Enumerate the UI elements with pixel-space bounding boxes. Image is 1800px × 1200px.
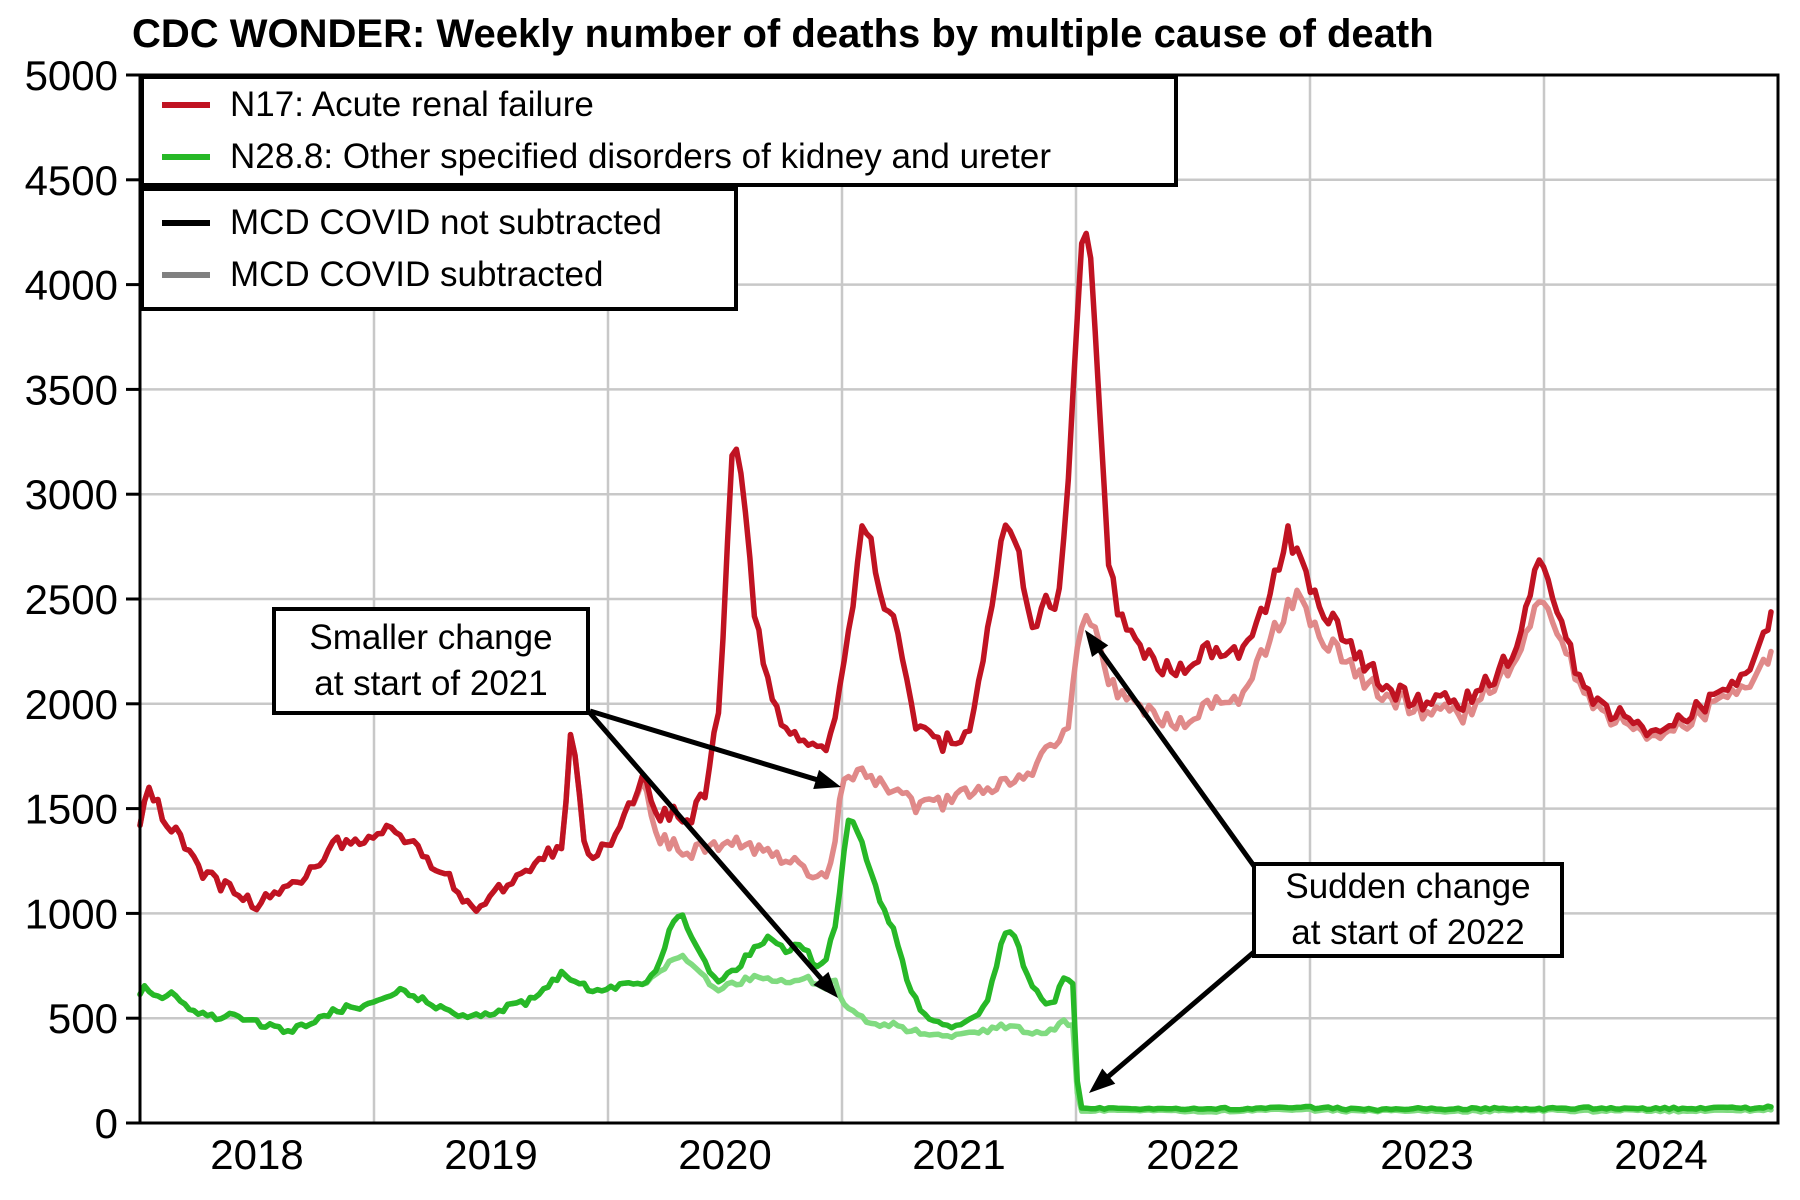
x-tick-label: 2020 [678, 1131, 771, 1178]
x-tick-label: 2018 [210, 1131, 303, 1178]
legend-label: N28.8: Other specified disorders of kidn… [230, 137, 1051, 176]
series-line-n17-covid-not-subtracted [137, 230, 1774, 914]
annotation-arrow-shaft [1094, 644, 1257, 868]
annotation-arrow-shaft [588, 711, 827, 985]
legend-line-sample [162, 102, 210, 108]
legend-covid-adjustment: MCD COVID not subtracted MCD COVID subtra… [140, 187, 738, 311]
y-tick-label: 4500 [25, 157, 118, 204]
y-tick-label: 0 [95, 1100, 118, 1147]
legend-label: MCD COVID subtracted [230, 255, 604, 294]
annotation-text-line: Smaller change [309, 617, 553, 657]
legend-line-sample [162, 154, 210, 160]
legend-entry: N17: Acute renal failure [162, 85, 1164, 125]
y-tick-label: 1000 [25, 890, 118, 937]
annotation-text-line: at start of 2021 [314, 664, 548, 703]
annotation-arrow-head [813, 971, 838, 998]
annotation-text-line: at start of 2022 [1291, 913, 1525, 952]
legend-label: N17: Acute renal failure [230, 85, 594, 124]
series-line-n288-covid-not-subtracted [137, 817, 1774, 1114]
annotation-arrow-head [1085, 630, 1109, 657]
y-tick-label: 4000 [25, 262, 118, 309]
legend-entry: MCD COVID subtracted [162, 255, 724, 295]
x-tick-label: 2021 [912, 1131, 1005, 1178]
chart-title: CDC WONDER: Weekly number of deaths by m… [132, 12, 1434, 56]
annotation-arrow-shaft [1102, 950, 1256, 1082]
annotation-arrow-head [1089, 1068, 1116, 1093]
annotation-text-line: Sudden change [1285, 866, 1531, 906]
series-line-n288-covid-subtracted [137, 952, 1774, 1115]
legend-line-sample [162, 272, 210, 278]
legend-entry: N28.8: Other specified disorders of kidn… [162, 137, 1164, 177]
annotation-arrow-head [813, 769, 841, 790]
legend-cause-codes: N17: Acute renal failure N28.8: Other spe… [140, 75, 1178, 187]
x-tick-label: 2022 [1146, 1131, 1239, 1178]
y-tick-label: 3000 [25, 471, 118, 518]
annotation-sudden-change: Sudden change at start of 2022 [1252, 862, 1564, 958]
x-tick-label: 2024 [1614, 1131, 1707, 1178]
y-tick-label: 2000 [25, 681, 118, 728]
annotation-smaller-change: Smaller change at start of 2021 [272, 607, 590, 715]
legend-entry: MCD COVID not subtracted [162, 203, 724, 243]
y-tick-label: 3500 [25, 366, 118, 413]
y-tick-label: 5000 [25, 52, 118, 99]
x-tick-label: 2023 [1380, 1131, 1473, 1178]
x-tick-label: 2019 [444, 1131, 537, 1178]
y-tick-label: 1500 [25, 786, 118, 833]
annotation-arrow-shaft [589, 708, 823, 784]
y-tick-label: 2500 [25, 576, 118, 623]
legend-label: MCD COVID not subtracted [230, 203, 662, 242]
y-tick-label: 500 [48, 995, 118, 1042]
legend-line-sample [162, 220, 210, 226]
